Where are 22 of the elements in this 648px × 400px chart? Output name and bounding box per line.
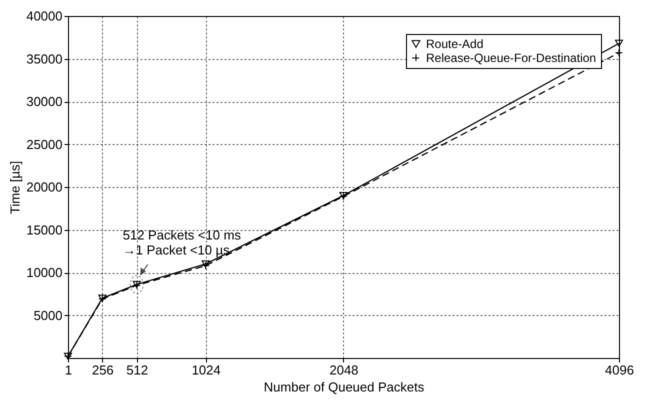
y-tick-label: 40000 bbox=[26, 8, 62, 24]
x-tick-label: 1024 bbox=[192, 362, 221, 378]
y-tick-label: 20000 bbox=[26, 180, 62, 194]
y-tick-label: 5000 bbox=[34, 308, 62, 323]
y-axis-title: Time [µs] bbox=[7, 160, 22, 214]
x-tick-label: 4096 bbox=[605, 362, 634, 378]
y-tick-label: 30000 bbox=[26, 94, 62, 109]
point bbox=[614, 48, 624, 57]
y-tick-label: 35000 bbox=[26, 51, 62, 66]
point bbox=[202, 262, 210, 270]
x-tick-label: 1 bbox=[64, 362, 72, 378]
point bbox=[202, 260, 210, 268]
y-tick-label: 10000 bbox=[26, 265, 62, 280]
legend-label: Release-Queue-For-Destination bbox=[426, 51, 596, 65]
y-tick-label: 25000 bbox=[26, 136, 62, 152]
x-tick-label: 512 bbox=[126, 362, 148, 378]
legend-label: Route-Add bbox=[426, 37, 484, 51]
x-tick-label: 256 bbox=[92, 362, 114, 378]
y-tick-label: 15000 bbox=[26, 222, 62, 238]
point bbox=[614, 40, 624, 47]
x-axis-title: Number of Queued Packets bbox=[264, 380, 425, 394]
x-tick-label: 2048 bbox=[329, 362, 358, 378]
